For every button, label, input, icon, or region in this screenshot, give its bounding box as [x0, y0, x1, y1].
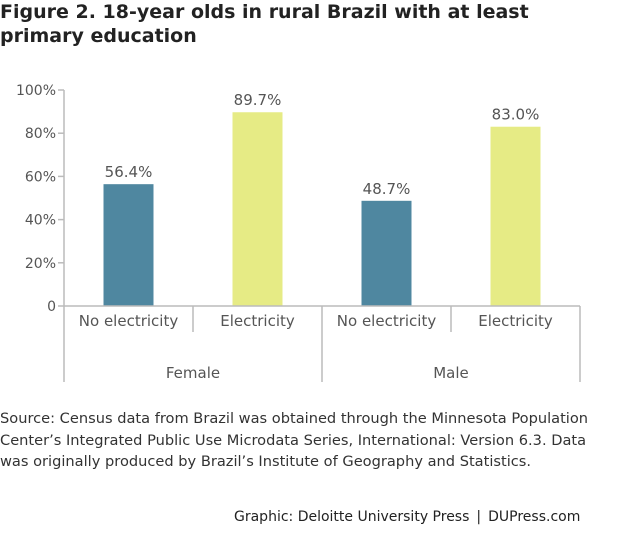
credit-site: DUPress.com [488, 509, 581, 525]
y-axis: 0 20% 40% 60% 80% 100% [16, 83, 65, 315]
category-label: No electricity [79, 312, 179, 330]
figure-title: Figure 2. 18-year olds in rural Brazil w… [0, 1, 529, 47]
bar [232, 112, 283, 306]
data-label: 56.4% [105, 163, 153, 181]
group-label: Female [166, 364, 220, 382]
source-note: Source: Census data from Brazil was obta… [0, 410, 589, 470]
bar [361, 200, 412, 306]
x-axis: No electricity Electricity No electricity E… [63, 305, 581, 382]
bars: 56.4% 89.7% 48.7% 83.0% [103, 91, 541, 306]
credit-graphic: Graphic: Deloitte University Press [234, 509, 470, 525]
category-label: No electricity [337, 312, 437, 330]
bar [103, 184, 154, 306]
y-tick-label: 20% [25, 256, 56, 272]
bar [490, 126, 541, 306]
category-label: Electricity [220, 312, 295, 330]
data-label: 89.7% [234, 91, 282, 109]
category-label: Electricity [478, 312, 553, 330]
y-tick-label: 80% [25, 126, 56, 142]
y-tick-label: 100% [16, 83, 56, 99]
y-tick-label: 0 [47, 299, 56, 315]
y-tick-label: 60% [25, 169, 56, 185]
y-tick-label: 40% [25, 213, 56, 229]
data-label: 83.0% [492, 106, 540, 124]
credit-line: Graphic: Deloitte University Press | DUPre… [234, 507, 620, 527]
data-label: 48.7% [363, 180, 411, 198]
bar-chart: 0 20% 40% 60% 80% 100% 56.4% 89.7% 48.7% 83.0% N… [16, 83, 581, 382]
credit-separator: | [476, 509, 482, 525]
group-label: Male [433, 364, 469, 382]
